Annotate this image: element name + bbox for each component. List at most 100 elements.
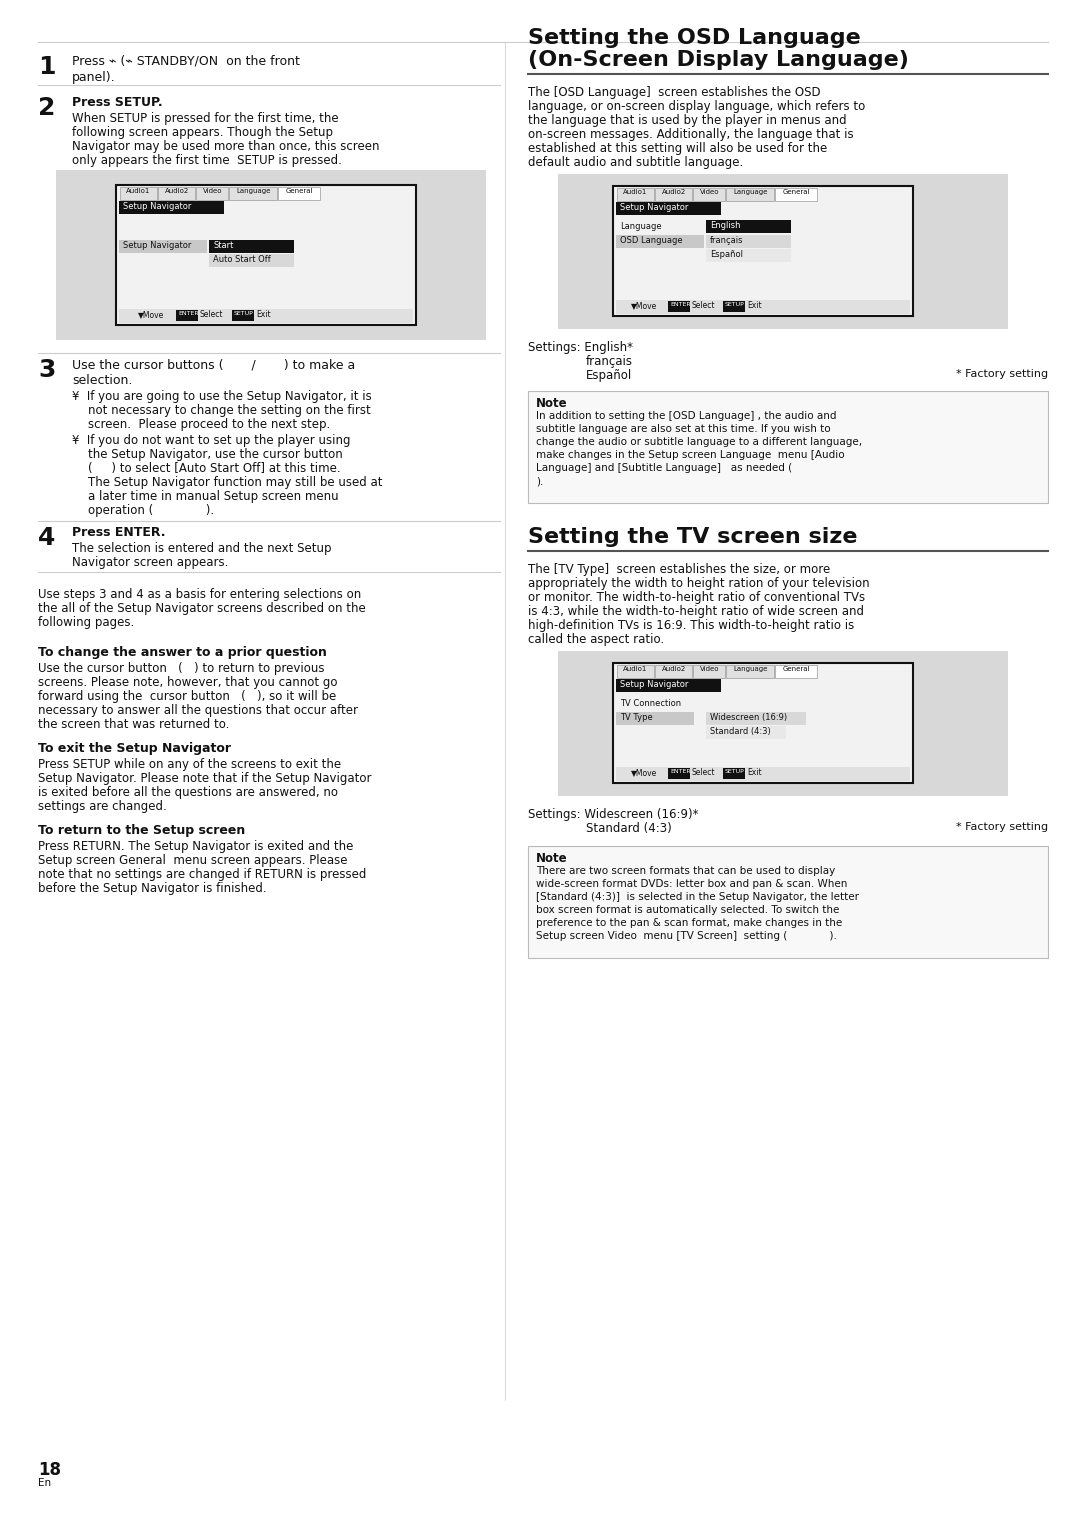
Text: before the Setup Navigator is finished.: before the Setup Navigator is finished.: [38, 882, 267, 896]
Text: preference to the pan & scan format, make changes in the: preference to the pan & scan format, mak…: [536, 919, 842, 928]
Text: Language: Language: [237, 188, 270, 194]
Text: called the aspect ratio.: called the aspect ratio.: [528, 633, 664, 645]
Text: Setting the OSD Language: Setting the OSD Language: [528, 27, 861, 47]
Text: ▼Move: ▼Move: [631, 301, 658, 310]
Text: SETUP: SETUP: [725, 302, 745, 307]
Text: screens. Please note, however, that you cannot go: screens. Please note, however, that you …: [38, 676, 337, 690]
Text: * Factory setting: * Factory setting: [956, 823, 1048, 832]
Text: Video: Video: [700, 665, 719, 671]
Text: a later time in manual Setup screen menu: a later time in manual Setup screen menu: [87, 490, 339, 504]
Text: The [OSD Language]  screen establishes the OSD: The [OSD Language] screen establishes th…: [528, 85, 821, 99]
Text: necessary to answer all the questions that occur after: necessary to answer all the questions th…: [38, 703, 357, 717]
Text: 4: 4: [38, 526, 55, 549]
Bar: [723, 301, 745, 311]
Text: operation (              ).: operation ( ).: [87, 504, 214, 517]
Text: ).: ).: [536, 476, 543, 485]
Bar: [706, 726, 786, 739]
Text: Use the cursor button   (   ) to return to previous: Use the cursor button ( ) to return to p…: [38, 662, 324, 674]
Text: Note: Note: [536, 397, 568, 410]
Bar: [617, 665, 654, 678]
Text: ▼Move: ▼Move: [138, 310, 164, 319]
Text: Press ⌁ (⌁ STANDBY/ON  on the front: Press ⌁ (⌁ STANDBY/ON on the front: [72, 55, 300, 69]
Text: Setup Navigator: Setup Navigator: [620, 203, 688, 212]
Text: The Setup Navigator function may still be used at: The Setup Navigator function may still b…: [87, 476, 382, 488]
Bar: [210, 253, 294, 267]
Text: change the audio or subtitle language to a different language,: change the audio or subtitle language to…: [536, 436, 862, 447]
Text: Settings: English*: Settings: English*: [528, 340, 633, 354]
Text: language, or on-screen display language, which refers to: language, or on-screen display language,…: [528, 101, 865, 113]
Text: default audio and subtitle language.: default audio and subtitle language.: [528, 156, 743, 169]
Text: Press RETURN. The Setup Navigator is exited and the: Press RETURN. The Setup Navigator is exi…: [38, 839, 353, 853]
Text: Start: Start: [213, 241, 233, 250]
Text: Audio2: Audio2: [662, 665, 686, 671]
Text: appropriately the width to height ration of your television: appropriately the width to height ration…: [528, 577, 869, 591]
Text: General: General: [782, 189, 810, 195]
Bar: [119, 308, 413, 324]
Text: Press ENTER.: Press ENTER.: [72, 526, 165, 539]
Text: wide-screen format DVDs: letter box and pan & scan. When: wide-screen format DVDs: letter box and …: [536, 879, 848, 890]
Bar: [120, 188, 158, 200]
Bar: [723, 768, 745, 778]
Text: Select: Select: [200, 310, 224, 319]
Text: Press SETUP.: Press SETUP.: [72, 96, 163, 108]
Bar: [706, 249, 791, 262]
Text: 18: 18: [38, 1460, 60, 1479]
Text: Navigator may be used more than once, this screen: Navigator may be used more than once, th…: [72, 140, 379, 153]
Bar: [119, 240, 207, 253]
Bar: [656, 188, 692, 201]
Bar: [617, 188, 654, 201]
Text: General: General: [782, 665, 810, 671]
Text: is 4:3, while the width-to-height ratio of wide screen and: is 4:3, while the width-to-height ratio …: [528, 604, 864, 618]
Text: To return to the Setup screen: To return to the Setup screen: [38, 824, 245, 836]
Text: the screen that was returned to.: the screen that was returned to.: [38, 719, 229, 731]
Text: the all of the Setup Navigator screens described on the: the all of the Setup Navigator screens d…: [38, 601, 366, 615]
Text: Setup screen General  menu screen appears. Please: Setup screen General menu screen appears…: [38, 855, 348, 867]
Text: En: En: [38, 1479, 51, 1488]
Bar: [616, 768, 910, 781]
Text: established at this setting will also be used for the: established at this setting will also be…: [528, 142, 827, 156]
Text: When SETUP is pressed for the first time, the: When SETUP is pressed for the first time…: [72, 111, 339, 125]
Text: Auto Start Off: Auto Start Off: [213, 255, 271, 264]
Text: Use the cursor buttons (       /       ) to make a: Use the cursor buttons ( / ) to make a: [72, 359, 355, 371]
Text: français: français: [586, 356, 633, 368]
Text: ENTER: ENTER: [178, 311, 199, 316]
Text: SETUP: SETUP: [725, 769, 745, 774]
Text: Use steps 3 and 4 as a basis for entering selections on: Use steps 3 and 4 as a basis for enterin…: [38, 588, 361, 601]
Bar: [56, 169, 486, 340]
Bar: [116, 185, 416, 325]
Text: To change the answer to a prior question: To change the answer to a prior question: [38, 645, 327, 659]
Text: forward using the  cursor button   (   ), so it will be: forward using the cursor button ( ), so …: [38, 690, 336, 703]
Bar: [693, 665, 726, 678]
Text: settings are changed.: settings are changed.: [38, 800, 166, 813]
Bar: [232, 310, 254, 320]
Bar: [278, 188, 321, 200]
Text: There are two screen formats that can be used to display: There are two screen formats that can be…: [536, 865, 835, 876]
Text: Press SETUP while on any of the screens to exit the: Press SETUP while on any of the screens …: [38, 758, 341, 771]
Bar: [656, 665, 692, 678]
Text: Setup Navigator: Setup Navigator: [620, 681, 688, 690]
Text: Setting the TV screen size: Setting the TV screen size: [528, 526, 858, 546]
Bar: [613, 662, 913, 783]
Bar: [706, 713, 806, 725]
Text: the Setup Navigator, use the cursor button: the Setup Navigator, use the cursor butt…: [87, 449, 342, 461]
Text: français: français: [710, 237, 743, 246]
Text: box screen format is automatically selected. To switch the: box screen format is automatically selec…: [536, 905, 839, 916]
Text: ENTER: ENTER: [670, 302, 690, 307]
Text: on-screen messages. Additionally, the language that is: on-screen messages. Additionally, the la…: [528, 128, 853, 140]
Text: 2: 2: [38, 96, 55, 121]
Bar: [706, 235, 791, 249]
Text: (On-Screen Display Language): (On-Screen Display Language): [528, 50, 909, 70]
Text: not necessary to change the setting on the first: not necessary to change the setting on t…: [87, 404, 370, 417]
Text: Video: Video: [700, 189, 719, 195]
Bar: [727, 188, 774, 201]
Bar: [775, 665, 818, 678]
Bar: [528, 391, 1048, 504]
Text: or monitor. The width-to-height ratio of conventional TVs: or monitor. The width-to-height ratio of…: [528, 591, 865, 604]
Bar: [558, 652, 1008, 797]
Text: English: English: [710, 221, 741, 230]
Text: Select: Select: [692, 768, 715, 777]
Bar: [616, 301, 910, 314]
Bar: [669, 768, 690, 778]
Text: selection.: selection.: [72, 374, 133, 388]
Text: [Standard (4:3)]  is selected in the Setup Navigator, the letter: [Standard (4:3)] is selected in the Setu…: [536, 893, 859, 902]
